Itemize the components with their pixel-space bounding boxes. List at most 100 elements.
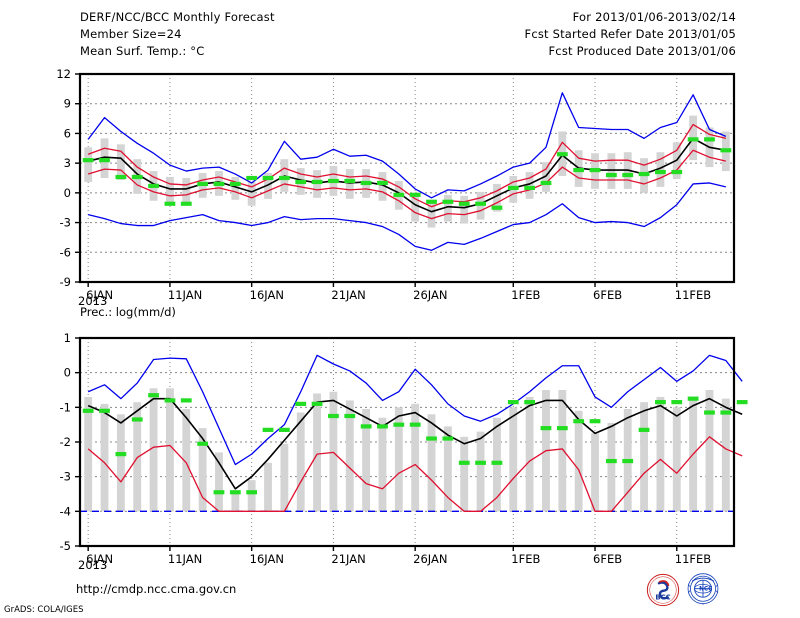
spread-bar xyxy=(640,402,648,512)
x-tick-label: 6JAN xyxy=(86,288,113,302)
spread-bar xyxy=(264,173,272,199)
x-tick-label: 6FEB xyxy=(593,552,622,566)
website-url: http://cmdp.ncc.cma.gov.cn xyxy=(76,582,237,596)
year-label-bottom-chart: 2013 xyxy=(78,558,108,572)
series-line-q_upper xyxy=(87,123,726,208)
spread-bar xyxy=(329,391,338,512)
spread-bar xyxy=(247,181,256,206)
spread-bar xyxy=(313,393,321,512)
bcc-logo-icon: BCC xyxy=(646,573,680,607)
spread-bar xyxy=(198,428,207,512)
y-tick-label: -2 xyxy=(60,435,71,449)
spread-bar xyxy=(476,431,485,512)
spread-bar xyxy=(411,192,420,222)
forecast-produced-date: Fcst Produced Date 2013/01/06 xyxy=(548,44,736,58)
spread-bar xyxy=(231,490,240,512)
spread-bar xyxy=(378,417,387,512)
year-label-top-chart: 2013 xyxy=(78,294,108,308)
spread-bar xyxy=(656,152,665,187)
spread-bar xyxy=(443,194,452,222)
x-tick-label: 26JAN xyxy=(413,552,447,566)
spread-bar xyxy=(672,407,681,512)
series-line-mean xyxy=(87,137,726,213)
x-tick-label: 21JAN xyxy=(331,552,365,566)
x-tick-label: 1FEB xyxy=(511,552,540,566)
spread-bar xyxy=(558,390,567,512)
spread-bar xyxy=(460,436,469,512)
x-tick-label: 11JAN xyxy=(168,552,202,566)
spread-bar xyxy=(84,396,93,512)
y-tick-label: -3 xyxy=(60,470,71,484)
spread-bar xyxy=(427,200,436,228)
series-line-mean xyxy=(87,397,743,490)
y-tick-label: -1 xyxy=(60,400,71,414)
x-tick-label: 11FEB xyxy=(675,288,712,302)
spread-bar xyxy=(84,147,93,182)
x-tick-label: 21JAN xyxy=(331,288,365,302)
title-member-size: Member Size=24 xyxy=(80,27,182,41)
ncc-logo-icon: NCC xyxy=(687,573,719,605)
spread-bar xyxy=(182,178,191,203)
spread-bar xyxy=(607,153,616,189)
spread-bar xyxy=(525,172,534,199)
spread-bar xyxy=(525,396,534,512)
y-tick-label: 1 xyxy=(64,331,71,345)
spread-bar xyxy=(296,412,305,512)
y-tick-label: 12 xyxy=(56,67,71,81)
series-line-max xyxy=(87,92,727,199)
spread-bar xyxy=(166,388,174,512)
x-tick-label: 16JAN xyxy=(250,288,284,302)
spread-bar xyxy=(460,195,469,224)
spread-bar xyxy=(345,400,354,512)
y-tick-label: -4 xyxy=(60,504,71,518)
spread-bar xyxy=(721,398,730,512)
x-tick-label: 6JAN xyxy=(86,552,113,566)
spread-bar xyxy=(705,390,714,512)
spread-bar xyxy=(166,177,174,204)
spread-bar xyxy=(591,433,599,512)
precipitation-axis-title: Prec.: log(mm/d) xyxy=(80,305,176,319)
series-line-min xyxy=(87,436,743,512)
spread-bar xyxy=(574,410,583,512)
spread-bar xyxy=(493,183,501,212)
spread-bar xyxy=(656,396,665,512)
spread-bar xyxy=(182,409,191,512)
spread-bar xyxy=(116,414,125,512)
spread-bar xyxy=(509,407,518,512)
y-tick-label: -9 xyxy=(60,275,71,289)
y-tick-label: 0 xyxy=(64,366,71,380)
x-tick-label: 6FEB xyxy=(593,288,622,302)
spread-bar xyxy=(411,403,420,512)
y-tick-label: 9 xyxy=(64,97,71,111)
x-tick-label: 26JAN xyxy=(413,288,447,302)
y-tick-label: 6 xyxy=(64,126,71,140)
spread-bar xyxy=(247,480,256,512)
plot-frame xyxy=(78,72,736,284)
y-tick-label: 0 xyxy=(64,186,71,200)
spread-bar xyxy=(215,452,223,512)
surface-temperature-chart: -9 -6 -3 0 3 6 9 12 6JAN 11JAN 16JAN 21JAN 26JAN 1FEB… xyxy=(56,67,736,302)
x-tick-label: 11FEB xyxy=(675,552,712,566)
forecast-start-date: Fcst Started Refer Date 2013/01/05 xyxy=(524,27,736,41)
y-tick-label: -6 xyxy=(60,245,71,259)
spread-bar xyxy=(264,462,272,512)
series-line-q_lower xyxy=(87,149,726,220)
spread-bar xyxy=(607,422,616,512)
spread-bar xyxy=(362,409,371,512)
x-tick-label: 1FEB xyxy=(511,288,540,302)
spread-bar xyxy=(116,144,125,180)
spread-bar xyxy=(427,414,436,512)
forecast-period: For 2013/01/06-2013/02/14 xyxy=(572,10,736,24)
spread-bar xyxy=(280,443,289,512)
x-tick-label: 16JAN xyxy=(250,552,284,566)
spread-bar xyxy=(100,403,109,512)
y-tick-label: 3 xyxy=(64,156,71,170)
spread-bar xyxy=(542,162,550,192)
title-temp-units: Mean Surf. Temp.: °C xyxy=(80,44,205,58)
title-model: DERF/NCC/BCC Monthly Forecast xyxy=(80,10,275,24)
spread-bar xyxy=(149,388,158,512)
spread-bar xyxy=(378,172,387,201)
series-line-max xyxy=(87,354,743,466)
